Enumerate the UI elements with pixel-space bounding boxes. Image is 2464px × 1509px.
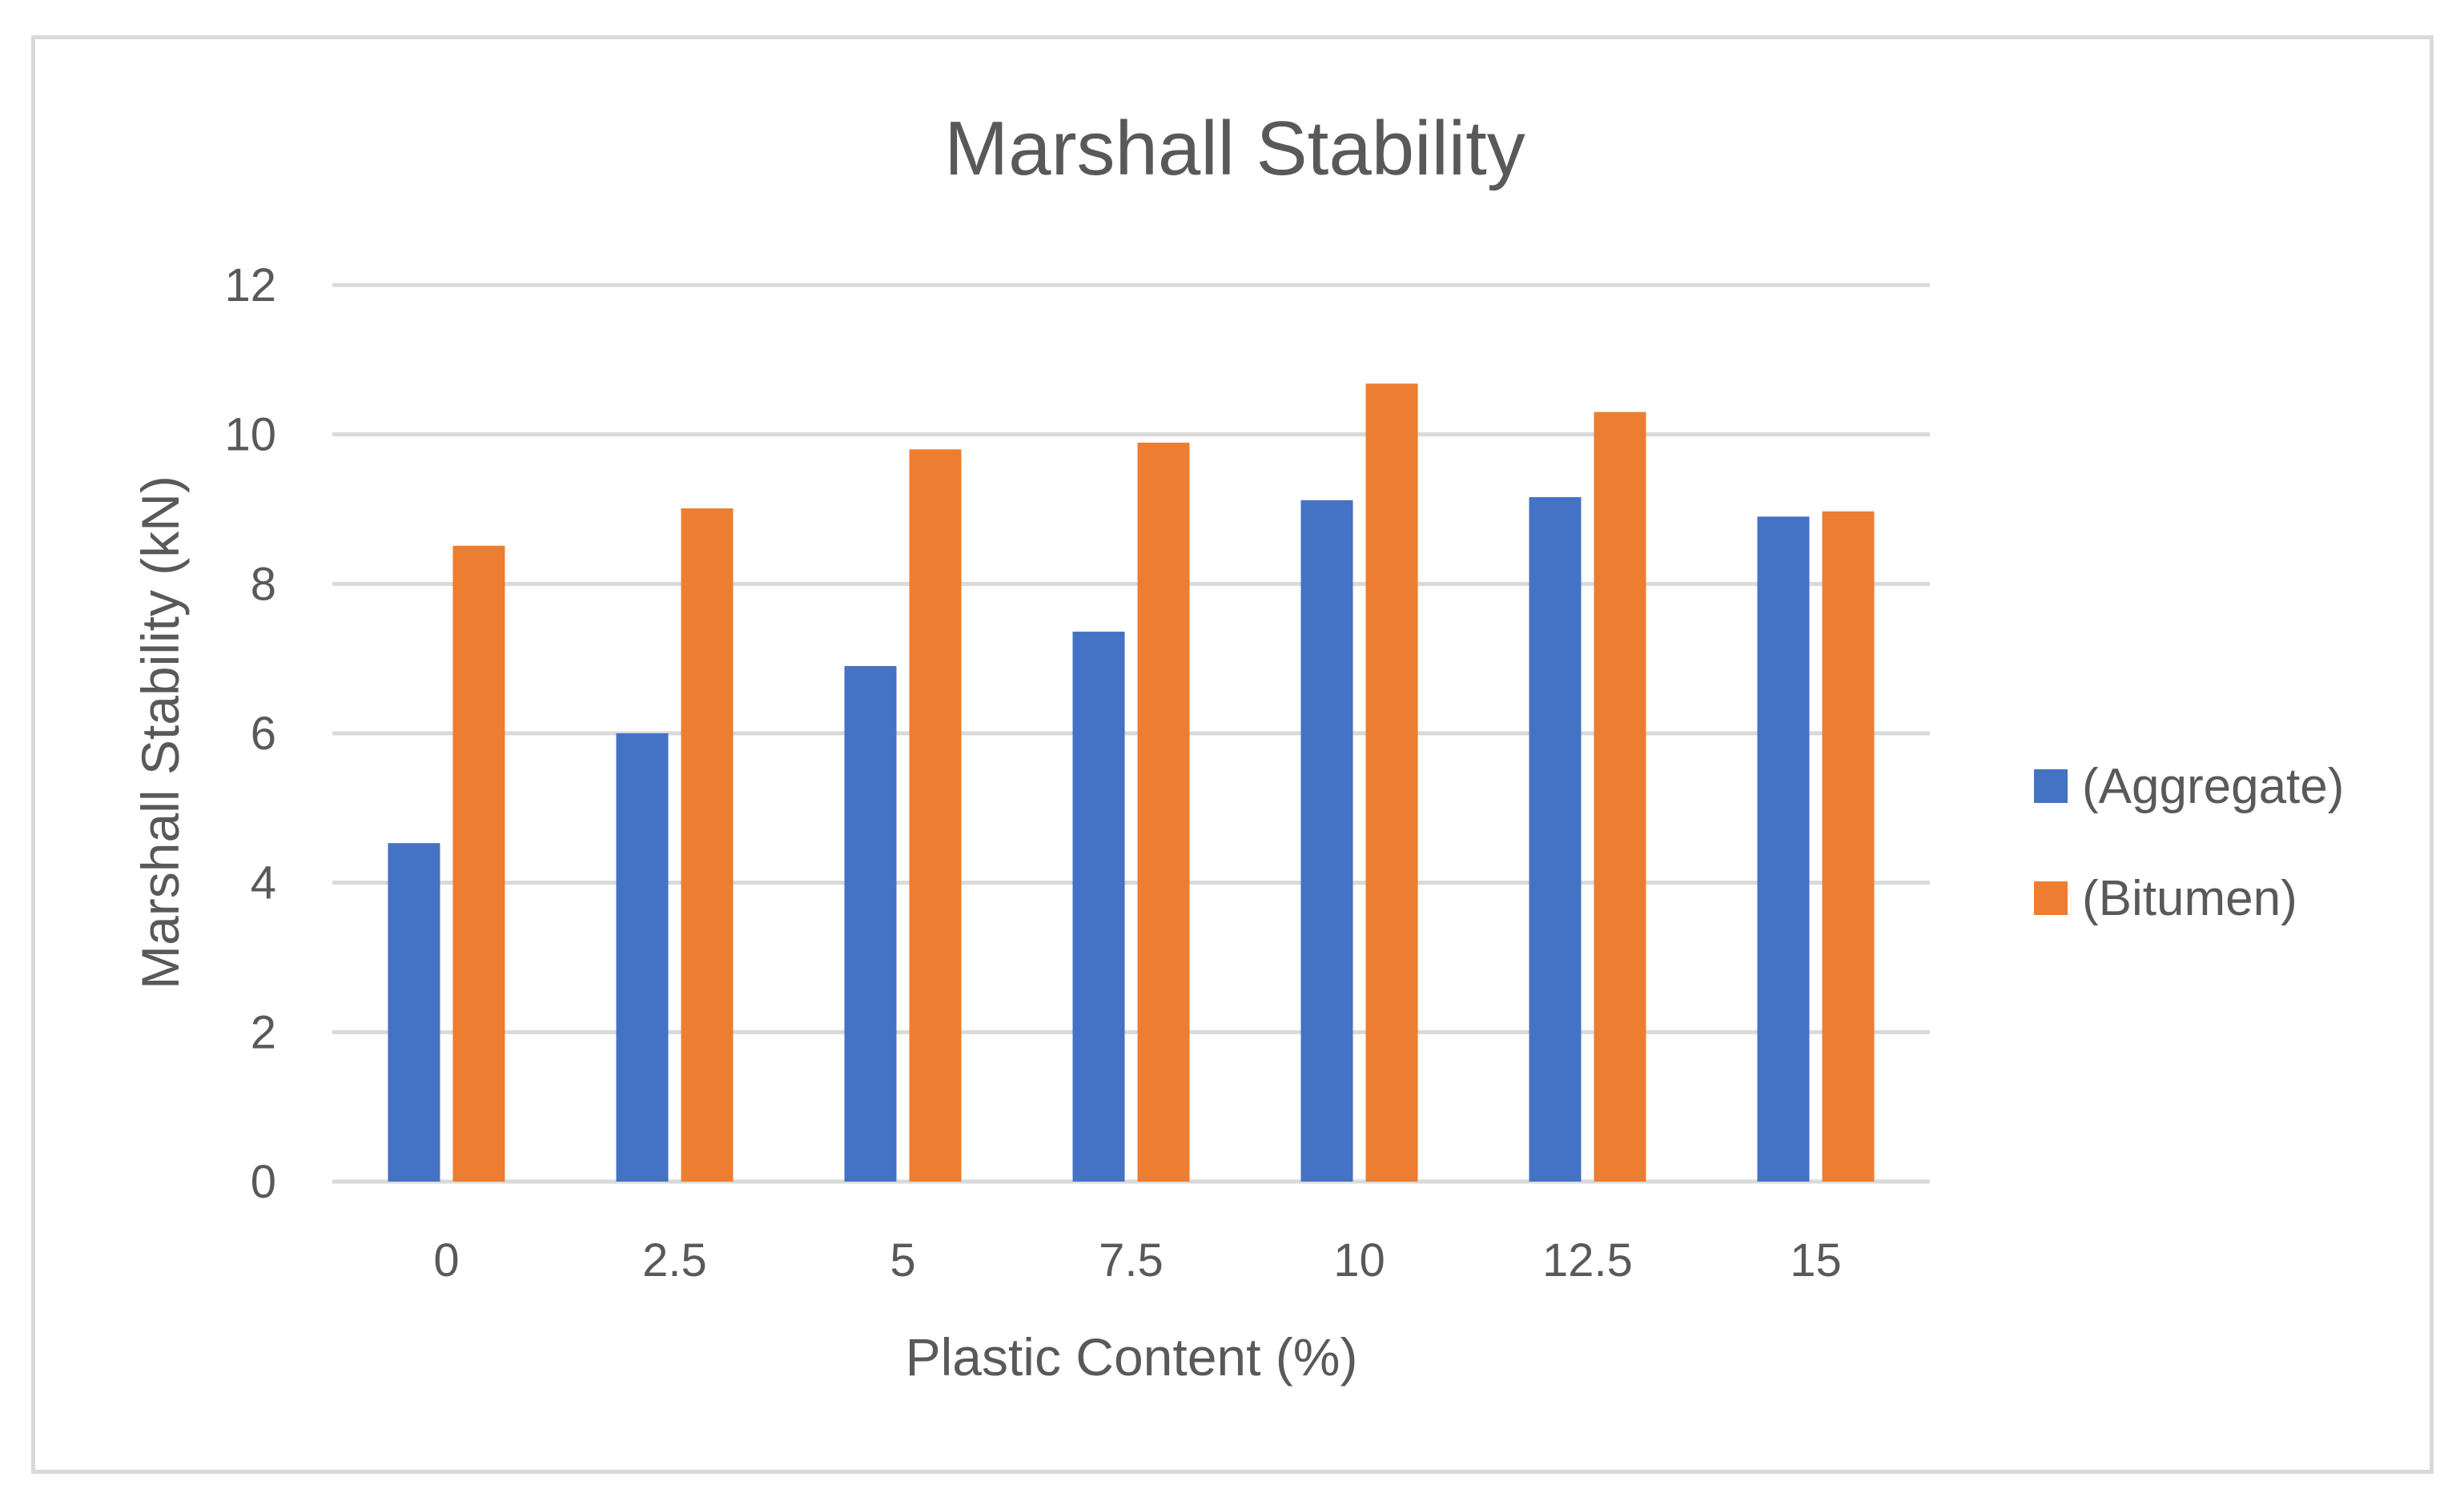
bar-bitumen-10 bbox=[1365, 383, 1418, 1182]
y-tick-label: 4 bbox=[251, 857, 276, 909]
legend-label-bitumen: (Bitumen) bbox=[2082, 871, 2297, 926]
bar-aggregate-2.5 bbox=[616, 733, 669, 1182]
y-tick-label: 10 bbox=[224, 409, 276, 461]
y-tick-label: 0 bbox=[251, 1156, 276, 1208]
x-tick-label: 0 bbox=[433, 1234, 459, 1286]
y-axis-title: Marshall Stability (kN) bbox=[131, 476, 190, 989]
x-axis-ticks: 0 2.5 5 7.5 10 12.5 15 bbox=[433, 1234, 1841, 1286]
bar-aggregate-5 bbox=[844, 666, 897, 1182]
y-tick-label: 2 bbox=[251, 1006, 276, 1058]
legend-swatch-bitumen bbox=[2034, 881, 2068, 915]
y-axis-ticks: 0 2 4 6 8 10 12 bbox=[224, 259, 276, 1208]
bar-bitumen-2.5 bbox=[681, 508, 734, 1182]
x-tick-label: 2.5 bbox=[642, 1234, 707, 1286]
bar-bitumen-7.5 bbox=[1137, 442, 1190, 1182]
gridlines bbox=[332, 283, 1930, 1184]
x-tick-label: 5 bbox=[890, 1234, 915, 1286]
y-tick-label: 8 bbox=[251, 558, 276, 610]
x-axis-title: Plastic Content (%) bbox=[906, 1327, 1358, 1387]
bar-aggregate-0 bbox=[388, 843, 440, 1182]
y-tick-label: 6 bbox=[251, 708, 276, 760]
chart-title: Marshall Stability bbox=[944, 106, 1525, 191]
chart-frame bbox=[31, 35, 2434, 1474]
legend-label-aggregate: (Aggregate) bbox=[2082, 759, 2344, 814]
bar-aggregate-12.5 bbox=[1529, 497, 1582, 1182]
bars bbox=[388, 383, 1875, 1182]
bar-bitumen-5 bbox=[909, 449, 962, 1182]
legend: (Aggregate) (Bitumen) bbox=[2034, 759, 2344, 926]
x-tick-label: 10 bbox=[1333, 1234, 1385, 1286]
x-tick-label: 15 bbox=[1790, 1234, 1842, 1286]
x-tick-label: 7.5 bbox=[1099, 1234, 1164, 1286]
y-tick-label: 12 bbox=[224, 259, 276, 311]
bar-bitumen-0 bbox=[452, 545, 505, 1182]
bar-aggregate-7.5 bbox=[1072, 632, 1125, 1182]
bar-aggregate-15 bbox=[1757, 516, 1810, 1182]
legend-swatch-aggregate bbox=[2034, 769, 2068, 803]
bar-bitumen-12.5 bbox=[1594, 411, 1646, 1182]
x-tick-label: 12.5 bbox=[1542, 1234, 1633, 1286]
bar-aggregate-10 bbox=[1300, 500, 1353, 1182]
bar-bitumen-15 bbox=[1822, 511, 1875, 1182]
